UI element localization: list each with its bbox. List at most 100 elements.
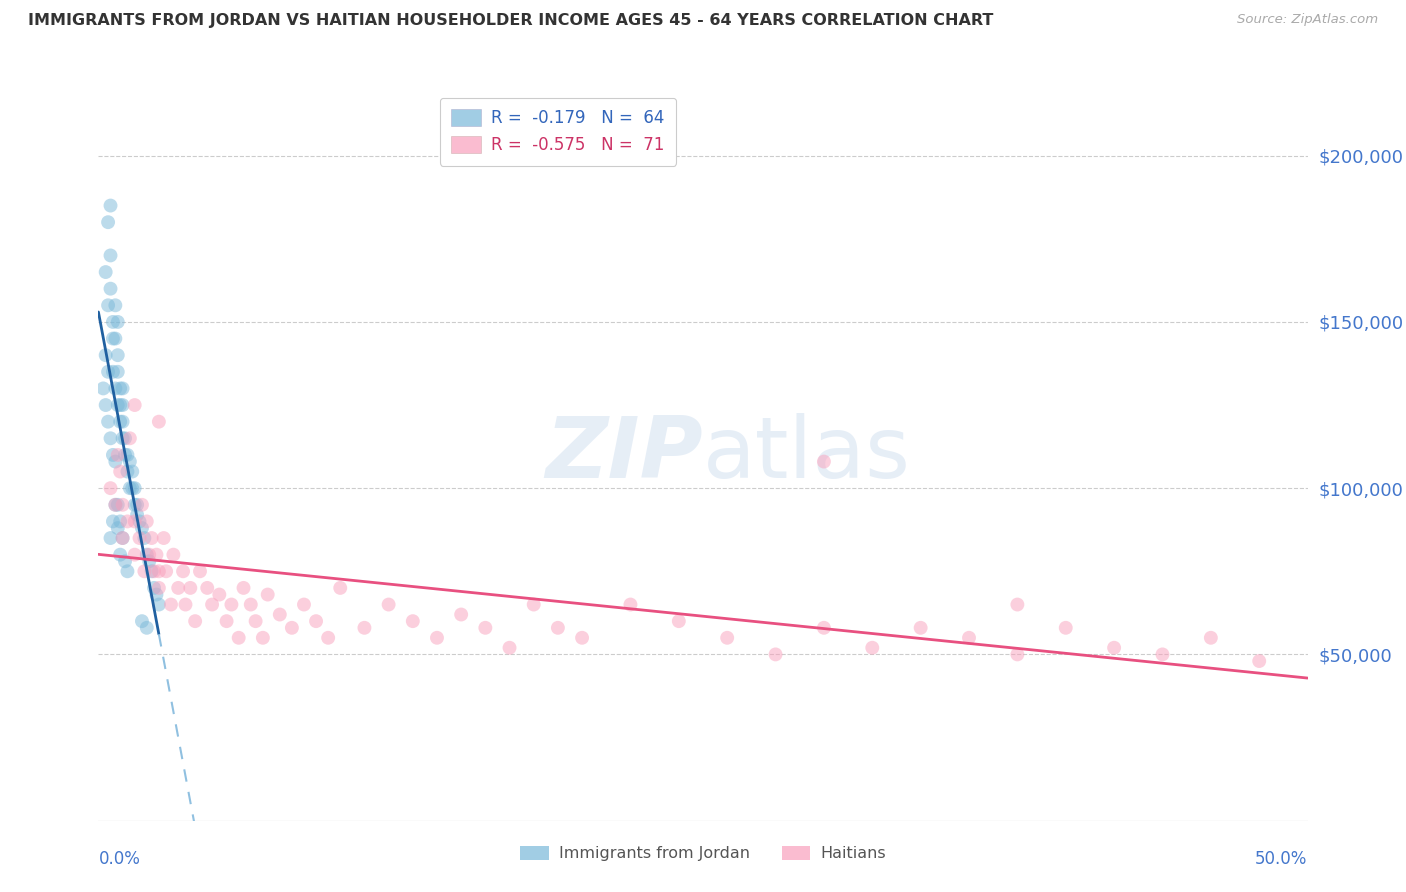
Point (108, 398, 131, 412)
Point (100, 282, 122, 296)
Point (138, 554, 160, 568)
Point (1102, 640, 1125, 655)
Point (107, 348, 129, 362)
Point (135, 548, 157, 562)
Point (155, 564, 177, 578)
Point (305, 614, 328, 628)
Point (121, 481, 143, 495)
Point (100, 481, 122, 495)
Point (127, 498, 149, 512)
Point (124, 548, 146, 562)
Point (208, 588, 231, 602)
Point (145, 548, 167, 562)
Point (910, 621, 932, 635)
Point (292, 598, 315, 612)
Point (143, 581, 166, 595)
Point (860, 640, 883, 655)
Point (239, 598, 262, 612)
Point (221, 598, 243, 612)
Text: Source: ZipAtlas.com: Source: ZipAtlas.com (1237, 13, 1378, 27)
Point (94, 398, 117, 412)
Point (1199, 631, 1222, 645)
Point (97, 365, 120, 379)
Point (121, 465, 143, 479)
Point (813, 454, 835, 468)
Point (131, 614, 153, 628)
Point (232, 581, 254, 595)
Point (174, 598, 197, 612)
Point (179, 581, 201, 595)
Point (117, 515, 139, 529)
Point (108, 465, 131, 479)
Point (101, 315, 124, 329)
Point (160, 598, 183, 612)
Point (97, 415, 120, 429)
Point (215, 614, 238, 628)
Point (111, 415, 134, 429)
Point (101, 332, 124, 346)
Text: IMMIGRANTS FROM JORDAN VS HAITIAN HOUSEHOLDER INCOME AGES 45 - 64 YEARS CORRELAT: IMMIGRANTS FROM JORDAN VS HAITIAN HOUSEH… (28, 13, 994, 29)
Point (547, 621, 569, 635)
Point (474, 621, 496, 635)
Point (104, 332, 127, 346)
Text: atlas: atlas (703, 413, 911, 497)
Point (94, 265, 117, 279)
Point (813, 621, 835, 635)
Point (152, 531, 174, 545)
Text: ZIP: ZIP (546, 413, 703, 497)
Point (281, 621, 304, 635)
Point (188, 564, 211, 578)
Y-axis label: Householder Income Ages 45 - 64 years: Householder Income Ages 45 - 64 years (0, 301, 7, 608)
Text: 0.0%: 0.0% (98, 850, 141, 868)
Point (148, 598, 170, 612)
Point (118, 481, 141, 495)
Point (143, 564, 166, 578)
Point (91, 381, 114, 395)
Point (108, 515, 131, 529)
Point (138, 548, 160, 562)
Point (134, 564, 156, 578)
Point (450, 607, 472, 622)
Point (117, 465, 139, 479)
Point (269, 607, 291, 622)
Point (765, 648, 787, 662)
Point (101, 448, 124, 462)
Point (245, 614, 267, 628)
Point (131, 521, 153, 535)
Point (124, 398, 146, 412)
Point (107, 448, 129, 462)
Legend: Immigrants from Jordan, Haitians: Immigrants from Jordan, Haitians (515, 839, 891, 868)
Point (1054, 621, 1077, 635)
Point (167, 581, 190, 595)
Point (128, 531, 150, 545)
Point (118, 454, 141, 468)
Point (135, 515, 157, 529)
Point (111, 398, 134, 412)
Point (101, 515, 124, 529)
Point (127, 508, 149, 522)
Point (97, 298, 120, 312)
Point (1007, 598, 1029, 612)
Point (111, 431, 134, 445)
Point (329, 581, 352, 595)
Point (100, 531, 122, 545)
Point (104, 498, 127, 512)
Point (353, 621, 375, 635)
Point (107, 521, 129, 535)
Point (104, 381, 127, 395)
Point (111, 381, 134, 395)
Point (114, 448, 136, 462)
Point (117, 448, 139, 462)
Point (104, 298, 127, 312)
Point (316, 631, 339, 645)
Point (402, 614, 425, 628)
Point (228, 631, 250, 645)
Point (135, 621, 157, 635)
Point (107, 315, 129, 329)
Point (1007, 648, 1029, 662)
Point (148, 564, 170, 578)
Point (141, 564, 163, 578)
Point (114, 431, 136, 445)
Point (107, 498, 129, 512)
Point (148, 415, 170, 429)
